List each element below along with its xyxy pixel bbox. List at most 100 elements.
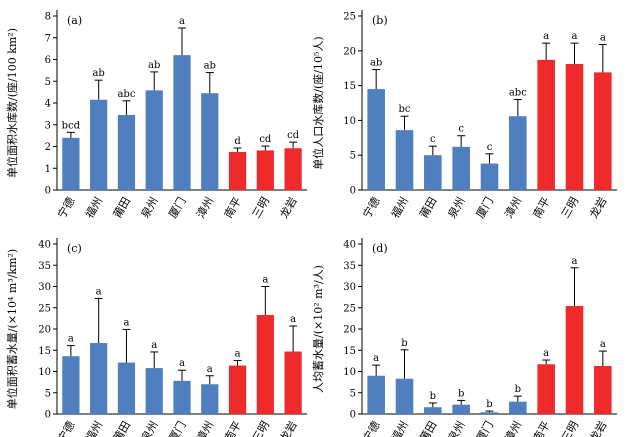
category-label: 福州 xyxy=(82,419,105,437)
bar xyxy=(90,343,108,414)
y-tick-label: 10 xyxy=(38,367,51,378)
category-label: 莆田 xyxy=(111,419,133,437)
category-label: 南平 xyxy=(531,419,553,437)
significance-label: a xyxy=(179,16,185,27)
bar xyxy=(424,155,442,190)
bar xyxy=(565,64,584,190)
significance-label: a xyxy=(96,286,102,297)
category-label: 泉州 xyxy=(138,195,161,221)
significance-label: c xyxy=(430,134,436,145)
category-label: 宁德 xyxy=(360,419,383,437)
chart-panel-2: 0 5 10 15 20 25 单位人口水库数/(座/10⁵人) (b) ab 宁德 bc 福州 c 莆田… xyxy=(311,10,617,221)
bar xyxy=(367,375,385,414)
chart-panel-3: 0 5 10 15 20 25 30 35 40 单位面积蓄水量/(×10⁴ m³/km²) (c)… xyxy=(5,238,307,437)
category-label: 泉州 xyxy=(138,419,161,437)
category-label: 福州 xyxy=(388,419,411,437)
category-label: 三明 xyxy=(559,195,581,221)
bar xyxy=(480,412,499,414)
significance-label: cd xyxy=(259,134,272,145)
significance-label: a xyxy=(290,314,296,325)
bar xyxy=(452,404,470,414)
y-tick-label: 2 xyxy=(45,142,51,153)
bar xyxy=(594,72,612,190)
significance-label: a xyxy=(123,317,129,328)
y-tick-label: 20 xyxy=(343,325,356,336)
y-tick-label: 5 xyxy=(45,77,51,88)
y-tick-label: 1 xyxy=(45,164,51,175)
y-tick-label: 0 xyxy=(350,186,356,197)
significance-label: a xyxy=(572,256,578,267)
panel-label: (c) xyxy=(67,242,82,255)
y-tick-label: 5 xyxy=(350,388,356,399)
category-label: 漳州 xyxy=(501,195,524,221)
significance-label: b xyxy=(430,391,436,402)
significance-label: a xyxy=(572,31,578,42)
significance-label: c xyxy=(487,142,493,153)
category-label: 莆田 xyxy=(111,195,133,221)
significance-label: a xyxy=(235,348,241,359)
y-tick-label: 40 xyxy=(38,240,51,251)
y-tick-label: 6 xyxy=(45,55,51,66)
category-label: 漳州 xyxy=(193,419,216,437)
y-tick-label: 10 xyxy=(343,367,356,378)
significance-label: ab xyxy=(148,60,160,71)
category-label: 南平 xyxy=(531,195,553,221)
significance-label: b xyxy=(515,384,521,395)
bar xyxy=(90,99,108,190)
bar xyxy=(565,306,584,414)
significance-label: d xyxy=(234,136,241,147)
category-label: 宁德 xyxy=(360,195,383,221)
panel-label: (a) xyxy=(67,14,82,27)
significance-label: a xyxy=(543,31,549,42)
category-label: 龙岩 xyxy=(586,195,609,221)
significance-label: b xyxy=(486,399,492,410)
bar xyxy=(284,351,302,414)
bar xyxy=(537,59,555,191)
category-label: 厦门 xyxy=(165,419,188,437)
y-tick-label: 15 xyxy=(343,81,356,92)
significance-label: a xyxy=(543,348,549,359)
bar xyxy=(480,163,499,190)
significance-label: a xyxy=(179,358,185,369)
bar xyxy=(228,151,247,190)
significance-label: c xyxy=(458,124,464,135)
bar xyxy=(201,93,219,190)
y-axis-label: 单位人口水库数/(座/10⁵人) xyxy=(311,36,325,169)
category-label: 三明 xyxy=(250,195,272,221)
category-label: 厦门 xyxy=(473,419,496,437)
y-tick-label: 30 xyxy=(38,282,51,293)
bar xyxy=(173,55,191,191)
y-tick-label: 15 xyxy=(38,346,51,357)
panel-label: (b) xyxy=(372,14,388,27)
bar xyxy=(228,365,247,414)
y-tick-label: 25 xyxy=(38,303,51,314)
significance-label: abc xyxy=(509,88,527,99)
significance-label: abc xyxy=(117,89,135,100)
y-tick-label: 8 xyxy=(45,12,51,23)
significance-label: a xyxy=(262,275,268,286)
bar xyxy=(509,116,527,190)
bar xyxy=(117,114,136,190)
bar xyxy=(284,148,302,190)
chart-panel-1: 0 1 2 3 4 5 6 7 8 单位面积水库数/(座/100 km²) (a) bcd 宁德 ab 福州… xyxy=(5,10,307,221)
category-label: 三明 xyxy=(250,419,272,437)
y-tick-label: 25 xyxy=(343,12,356,23)
chart-panel-4: 0 5 10 15 20 25 30 35 40 人均蓄水量/(×10² m³/人) (d) a 宁德 b… xyxy=(312,238,617,437)
significance-label: b xyxy=(401,338,407,349)
bar xyxy=(62,356,80,414)
y-tick-label: 0 xyxy=(45,410,51,421)
category-label: 福州 xyxy=(82,195,105,221)
significance-label: a xyxy=(600,33,606,44)
y-tick-label: 10 xyxy=(343,116,356,127)
category-label: 龙岩 xyxy=(586,419,609,437)
bar xyxy=(256,150,274,190)
significance-label: a xyxy=(151,340,157,351)
y-tick-label: 40 xyxy=(343,240,356,251)
bar xyxy=(145,90,163,190)
significance-label: a xyxy=(600,339,606,350)
y-tick-label: 5 xyxy=(350,151,356,162)
significance-label: ab xyxy=(204,61,216,72)
significance-label: cd xyxy=(287,130,300,141)
y-tick-label: 25 xyxy=(343,303,356,314)
y-tick-label: 0 xyxy=(45,186,51,197)
